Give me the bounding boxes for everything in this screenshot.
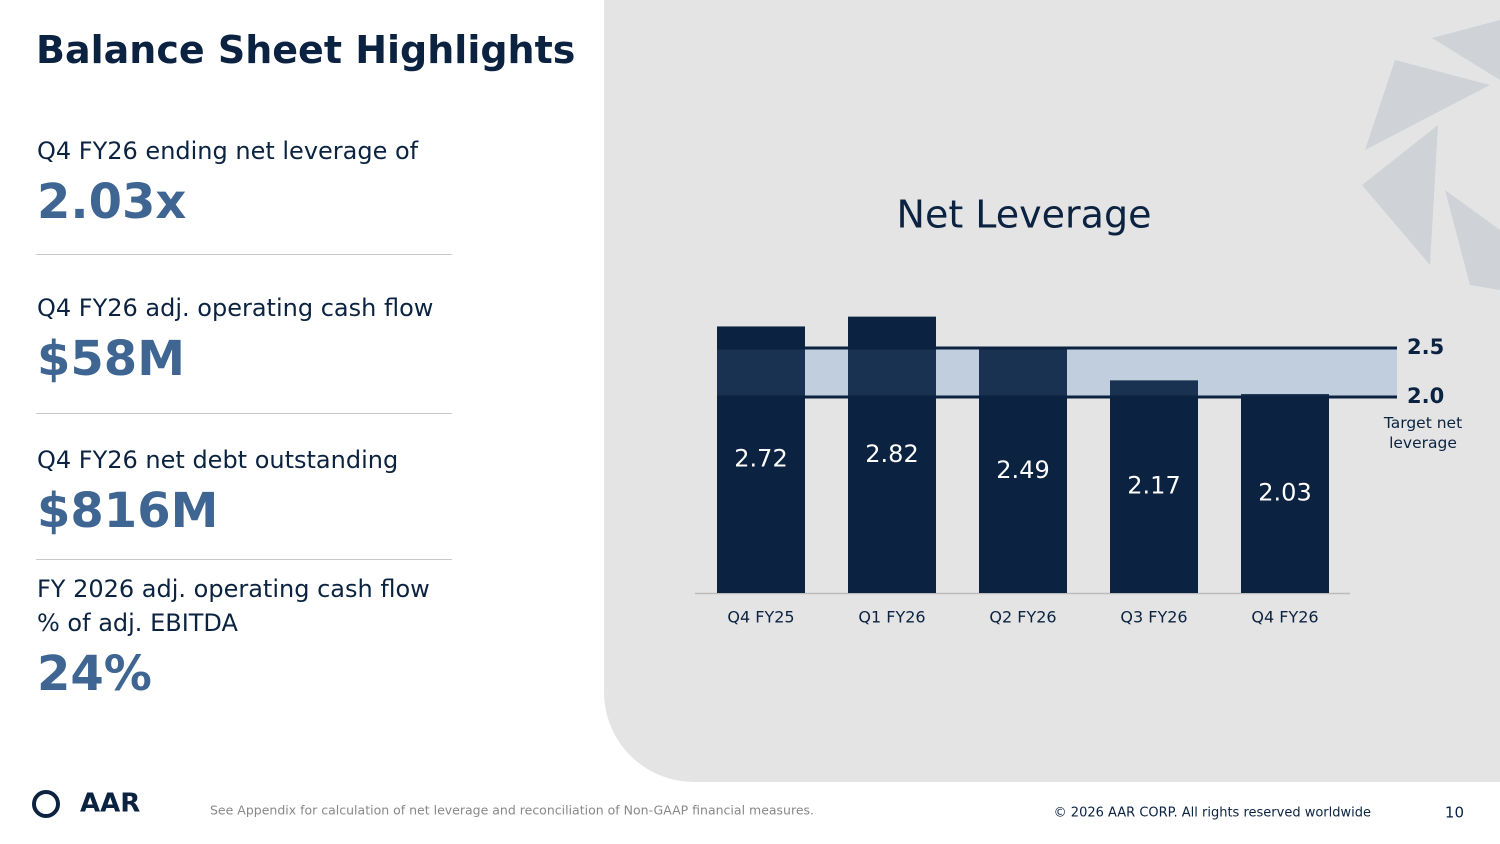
target-band-overlay [717, 348, 1397, 397]
x-tick-label: Q2 FY26 [989, 608, 1056, 627]
x-tick-label: Q4 FY26 [1251, 608, 1318, 627]
highlight-label: Q4 FY26 adj. operating cash flow [37, 294, 434, 322]
highlight-value: 24% [37, 646, 152, 702]
data-label: 2.72 [734, 445, 787, 473]
bar [848, 316, 936, 593]
data-label: 2.03 [1258, 479, 1311, 507]
logo-icon [32, 790, 60, 818]
highlight-label: FY 2026 adj. operating cash flow % of ad… [37, 575, 430, 637]
chart-title: Net Leverage [897, 193, 1152, 237]
highlight-value: 2.03x [37, 174, 187, 230]
data-label: 2.82 [865, 440, 918, 468]
band-label: Target net leverage [1383, 414, 1463, 452]
data-label: 2.49 [996, 456, 1049, 484]
bar [717, 326, 805, 593]
reference-label: 2.5 [1407, 335, 1444, 359]
data-label: 2.17 [1127, 472, 1180, 500]
highlight-value: $816M [37, 483, 219, 539]
divider [36, 413, 452, 414]
x-tick-label: Q3 FY26 [1120, 608, 1187, 627]
bar [1241, 394, 1329, 593]
highlight-label: Q4 FY26 ending net leverage of [37, 137, 419, 165]
divider [36, 559, 452, 560]
x-tick-label: Q1 FY26 [858, 608, 925, 627]
footnote: See Appendix for calculation of net leve… [210, 803, 814, 818]
page-number: 10 [1445, 804, 1464, 822]
logo-mark-decoration [1362, 20, 1500, 290]
title: Balance Sheet Highlights [36, 28, 576, 72]
logo-text: AAR [80, 789, 140, 819]
highlight-label: Q4 FY26 net debt outstanding [37, 446, 399, 474]
divider [36, 254, 452, 255]
highlight-value: $58M [37, 331, 185, 387]
x-tick-label: Q4 FY25 [727, 608, 794, 627]
bar [1110, 380, 1198, 593]
copyright: © 2026 AAR CORP. All rights reserved wor… [1054, 806, 1371, 821]
bar [979, 348, 1067, 593]
reference-label: 2.0 [1407, 384, 1444, 408]
